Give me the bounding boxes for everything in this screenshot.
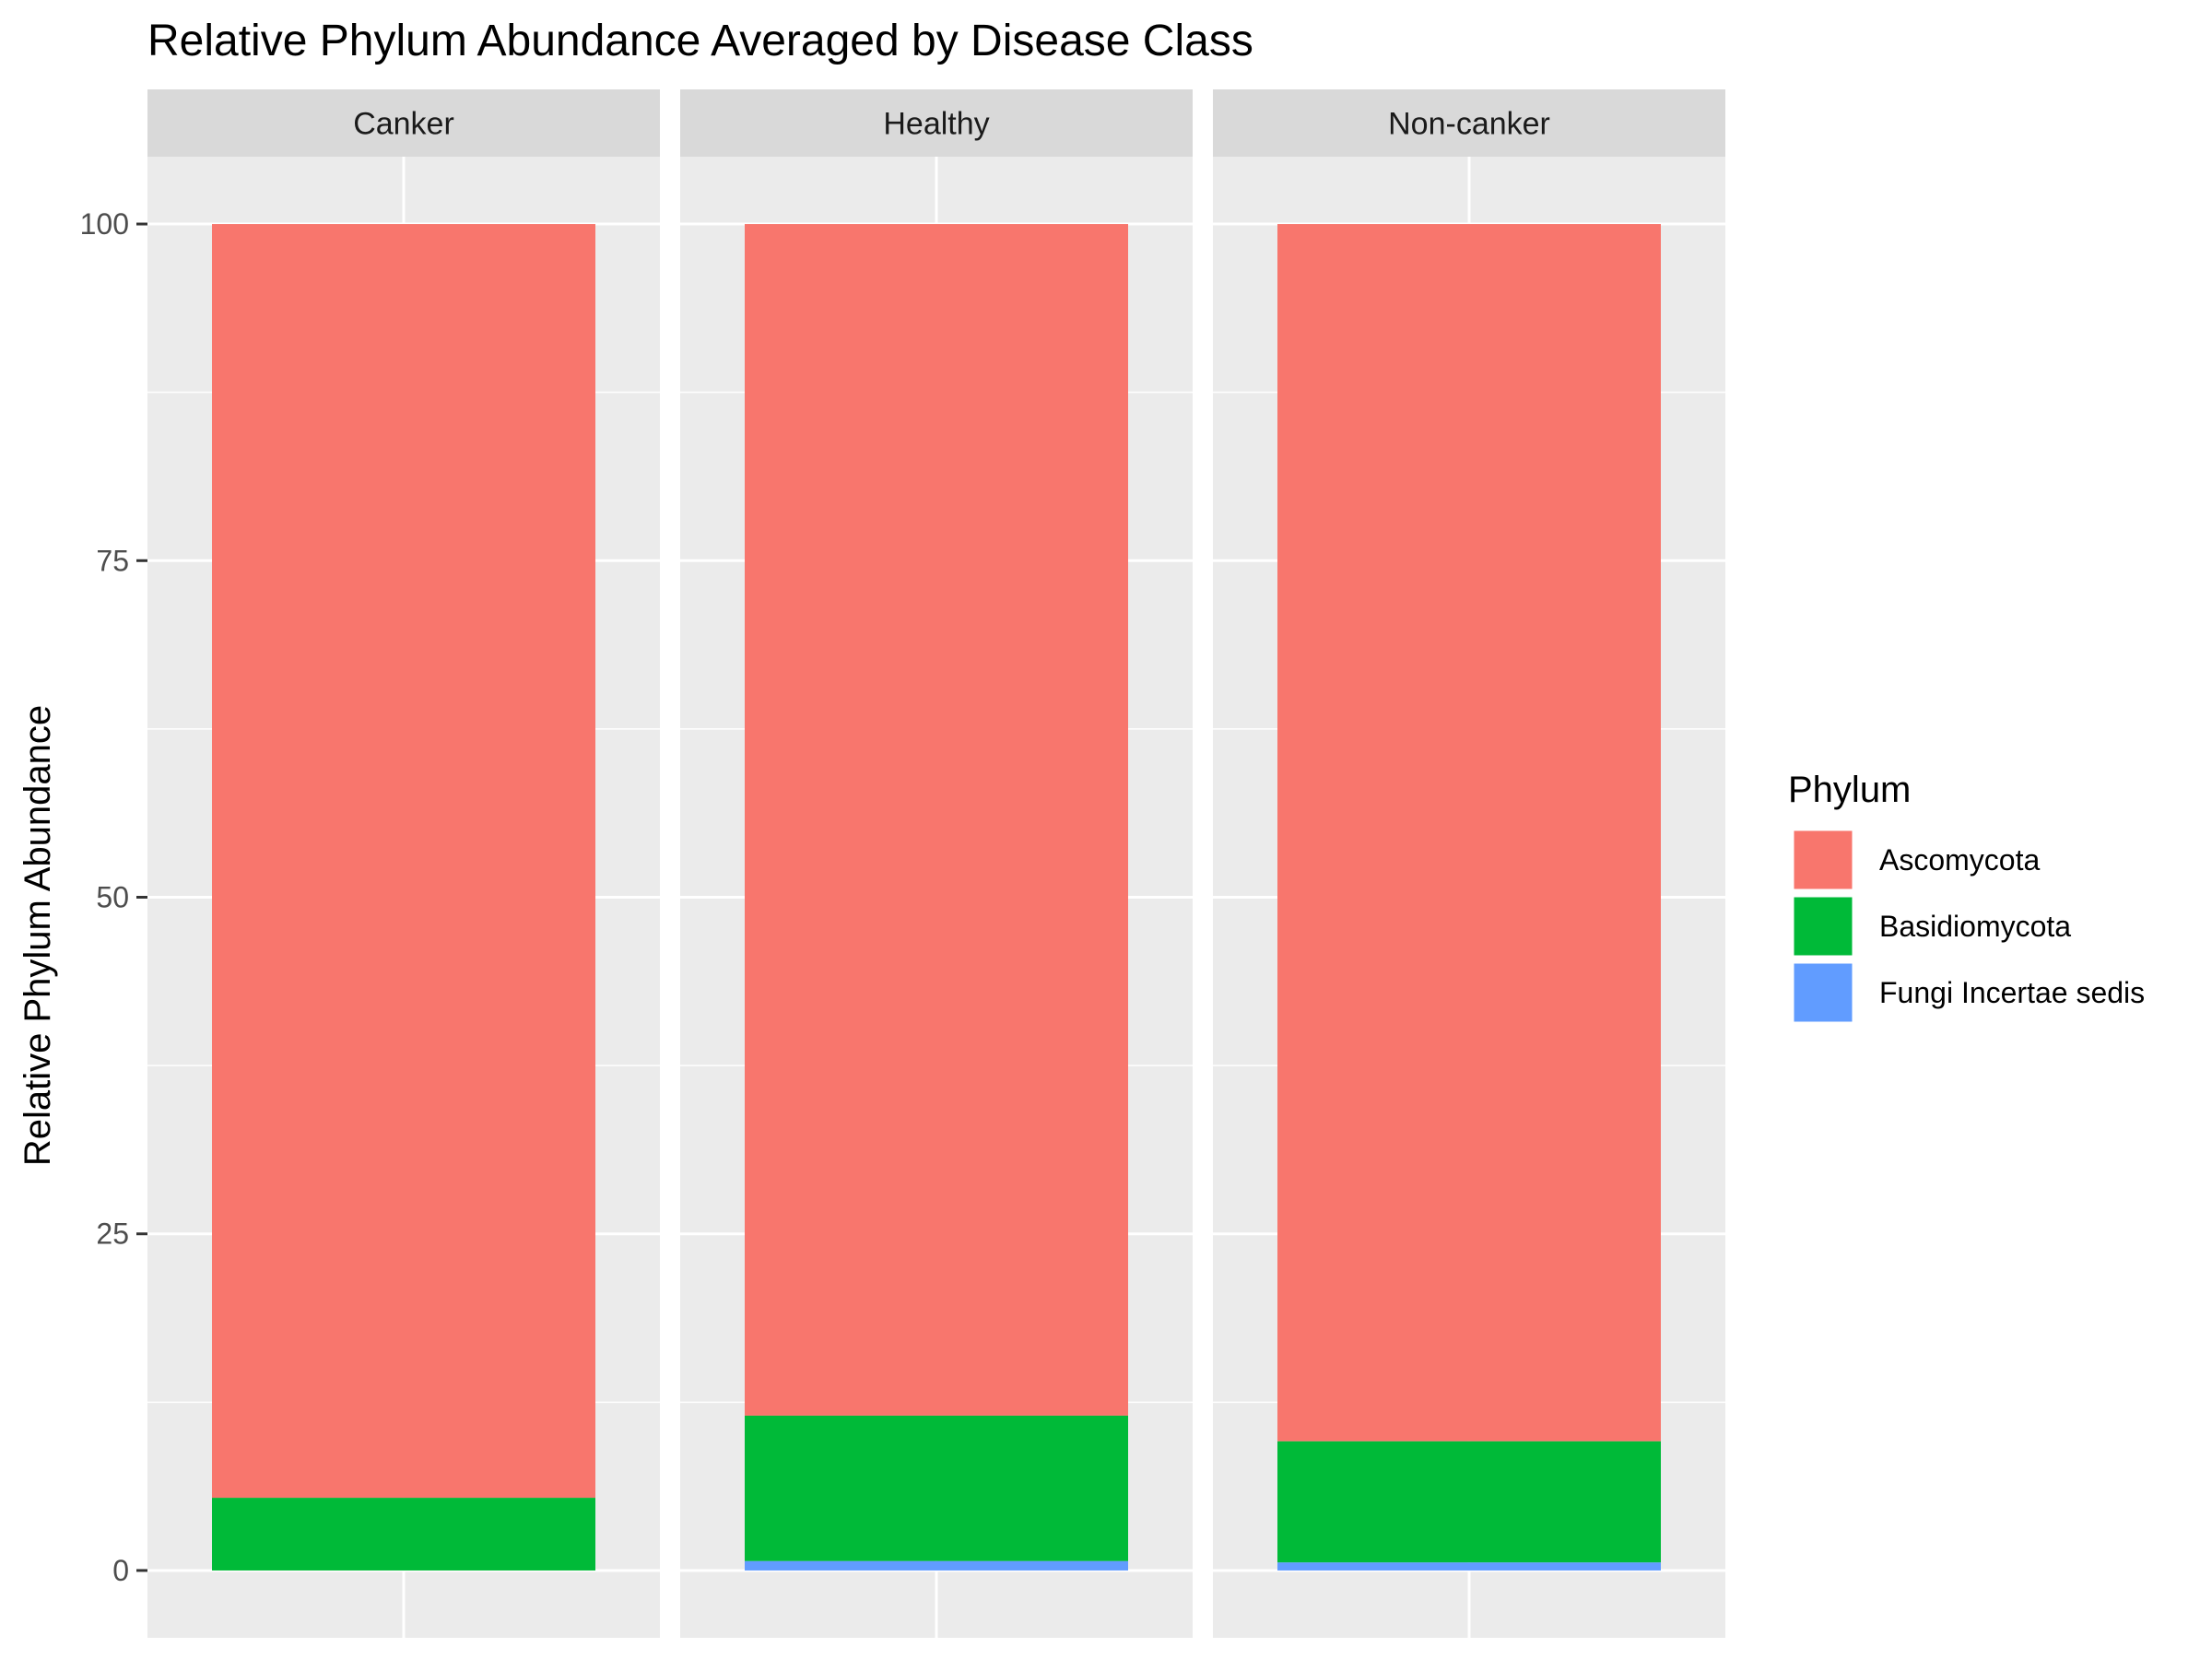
bar-segment-basidiomycota xyxy=(745,1415,1128,1561)
bar-segment-basidiomycota xyxy=(1277,1441,1661,1563)
legend-item: Basidiomycota xyxy=(1791,894,2071,959)
bar-segment-fungi-incertae-sedis xyxy=(1277,1562,1661,1571)
facet-strip xyxy=(1213,89,1725,157)
facet-strip-label: Healthy xyxy=(883,107,989,142)
y-tick-label: 50 xyxy=(96,881,129,914)
y-tick-label: 100 xyxy=(80,207,129,241)
legend-label: Fungi Incertae sedis xyxy=(1879,976,2145,1009)
bar-segment-basidiomycota xyxy=(212,1498,595,1571)
legend-label: Basidiomycota xyxy=(1879,910,2071,943)
facet-panel-canker: Canker xyxy=(147,89,660,1638)
facet-strip xyxy=(680,89,1193,157)
facet-strip xyxy=(147,89,660,157)
legend-key xyxy=(1791,894,1855,959)
chart-title: Relative Phylum Abundance Averaged by Di… xyxy=(147,17,1253,65)
legend: Phylum Ascomycota Basidiomycota Fungi Ince… xyxy=(1788,770,2145,1025)
y-tick-label: 25 xyxy=(96,1218,129,1251)
y-tick-label: 75 xyxy=(96,544,129,577)
facet-panel-non-canker: Non-canker xyxy=(1213,89,1725,1638)
facet-strip-label: Non-canker xyxy=(1388,107,1550,142)
facet-panels: Canker Healthy Non-canker xyxy=(147,89,1725,1638)
legend-item: Fungi Incertae sedis xyxy=(1791,960,2145,1025)
legend-title: Phylum xyxy=(1788,770,1911,810)
legend-key xyxy=(1791,828,1855,892)
y-axis-title: Relative Phylum Abundance xyxy=(18,705,58,1166)
bar-segment-ascomycota xyxy=(1277,224,1661,1441)
legend-key xyxy=(1791,960,1855,1025)
bar-segment-fungi-incertae-sedis xyxy=(745,1560,1128,1571)
bar-segment-ascomycota xyxy=(212,224,595,1499)
y-tick-label: 0 xyxy=(112,1554,129,1587)
legend-item: Ascomycota xyxy=(1791,828,2040,892)
y-axis: 0 25 50 75 100 xyxy=(80,207,147,1587)
facet-strip-label: Canker xyxy=(353,107,454,142)
facet-panel-healthy: Healthy xyxy=(680,89,1193,1638)
legend-label: Ascomycota xyxy=(1879,843,2040,877)
bar-segment-ascomycota xyxy=(745,224,1128,1416)
